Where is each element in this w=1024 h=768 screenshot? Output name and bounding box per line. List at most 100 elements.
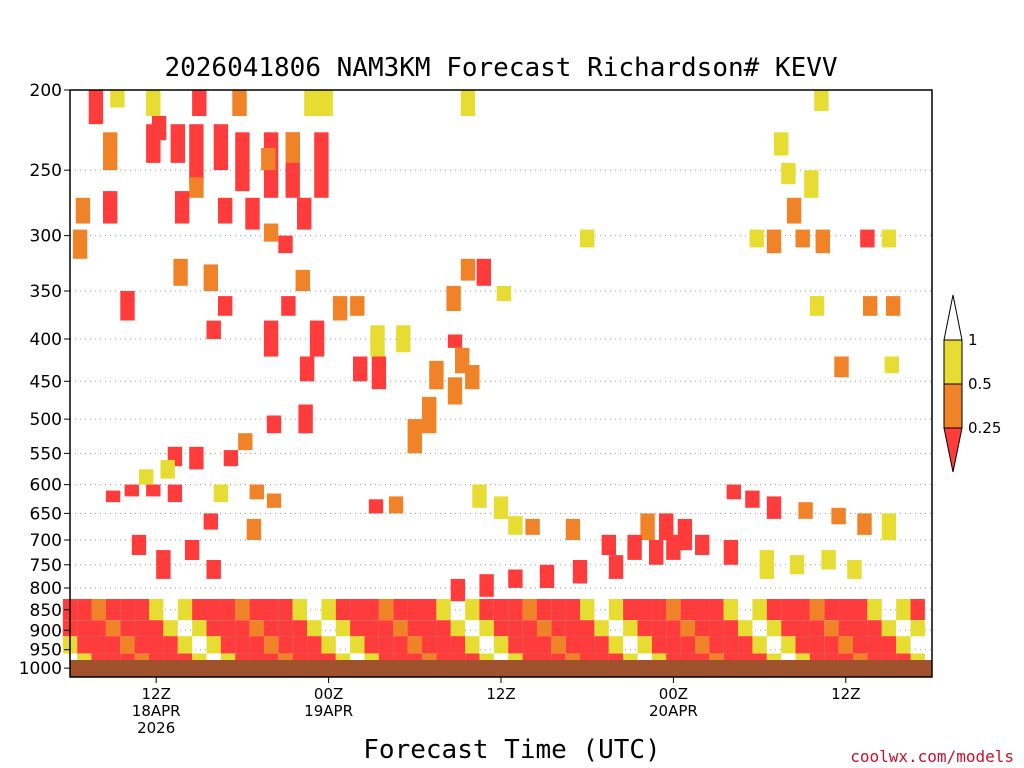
ri-cell-orange	[460, 258, 476, 281]
ri-cell-red	[695, 599, 710, 621]
ri-cell-yellow	[508, 516, 523, 535]
ri-cell-orange	[422, 396, 437, 434]
ri-cell-yellow	[896, 636, 911, 654]
ri-cell-red	[666, 534, 681, 560]
ri-cell-orange	[75, 197, 91, 224]
y-tick-label: 550	[30, 444, 62, 464]
ri-cell-yellow	[206, 636, 221, 654]
ri-cell-orange	[261, 147, 276, 171]
ri-cell-red	[206, 599, 221, 621]
ri-cell-red	[476, 258, 491, 286]
x-tick-label: 18APR	[132, 702, 181, 720]
ri-cell-red	[309, 320, 325, 357]
y-tick-label: 200	[30, 81, 62, 101]
ri-cell-red	[77, 599, 92, 621]
ri-cell-red	[580, 636, 595, 654]
ri-cell-red	[307, 636, 322, 654]
ri-cell-red	[218, 197, 233, 224]
ri-cell-red	[709, 599, 724, 621]
ri-cell-yellow	[472, 484, 487, 508]
ri-cell-red	[192, 599, 207, 621]
ri-cell-orange	[393, 620, 408, 637]
ri-cell-yellow	[335, 620, 351, 637]
plot-background	[70, 90, 932, 677]
ri-cell-yellow	[881, 620, 897, 637]
ri-cell-yellow	[814, 90, 829, 111]
ri-cell-yellow	[479, 620, 494, 637]
ri-cell-orange	[120, 636, 135, 654]
ri-cell-orange	[666, 599, 681, 621]
ri-cell-red	[781, 599, 796, 621]
ri-cell-red	[651, 599, 667, 621]
ri-cell-red	[105, 636, 121, 654]
ri-cell-yellow	[465, 599, 480, 621]
ri-cell-red	[479, 574, 494, 597]
ri-cell-red	[170, 124, 185, 163]
ri-cell-red	[189, 124, 204, 185]
ri-cell-red	[709, 636, 724, 654]
y-axis: 200 250 300 350 400 450 500 550 600 650 700 750 8008…	[19, 81, 70, 679]
ri-cell-red	[167, 484, 183, 503]
ri-cell-red	[203, 513, 218, 530]
ri-cell-red	[297, 197, 312, 230]
ri-cell-red	[572, 560, 588, 584]
ri-cell-red	[695, 620, 710, 637]
ri-cell-yellow	[318, 90, 333, 116]
ri-cell-yellow	[781, 636, 796, 654]
y-tick-label: 500	[30, 410, 62, 430]
ri-cell-red	[350, 599, 365, 621]
ri-cell-red	[263, 620, 279, 637]
ri-cell-red	[680, 599, 695, 621]
legend-swatch-mid	[943, 339, 963, 385]
ri-cell-red	[422, 599, 437, 621]
legend-swatch-high	[943, 294, 963, 341]
ri-cell-red	[249, 636, 264, 654]
ri-cell-red	[709, 620, 724, 637]
ri-cell-orange	[266, 493, 282, 508]
ri-cell-red	[371, 356, 387, 390]
ri-cell-red	[156, 550, 171, 579]
ri-cell-red	[450, 636, 466, 654]
ri-cell-red	[314, 132, 329, 198]
ri-cell-red	[407, 599, 422, 621]
x-tick-label: 12Z	[142, 685, 171, 703]
ri-cell-orange	[295, 269, 310, 291]
ri-cell-red	[278, 636, 293, 654]
ri-cell-red	[910, 599, 925, 621]
ri-cell-yellow	[321, 636, 336, 654]
ri-cell-red	[174, 191, 190, 224]
ri-cell-yellow	[821, 550, 836, 570]
ri-cell-red	[407, 620, 422, 637]
ri-cell-red	[120, 291, 135, 321]
ri-cell-red	[206, 560, 221, 579]
ri-cell-red	[364, 620, 379, 637]
ri-cell-orange	[795, 229, 810, 248]
ri-cell-yellow	[149, 599, 164, 621]
ri-cell-yellow	[493, 496, 509, 519]
ri-cell-orange	[886, 296, 901, 316]
x-tick-label: 00Z	[314, 685, 343, 703]
ri-cell-red	[103, 191, 118, 224]
ri-cell-red	[146, 124, 161, 163]
ri-cell-yellow	[896, 599, 911, 621]
ri-cell-yellow	[804, 170, 819, 198]
legend-label: 0.25	[968, 419, 1001, 437]
ri-cell-red	[266, 415, 282, 434]
ri-cell-yellow	[496, 285, 512, 302]
ri-cell-red	[838, 620, 853, 637]
ri-cell-red	[364, 636, 379, 654]
ri-cell-orange	[446, 285, 461, 311]
ri-cell-red	[565, 620, 581, 637]
ri-cell-red	[649, 540, 664, 565]
ri-cell-yellow	[623, 620, 638, 637]
ri-cell-orange	[824, 620, 839, 637]
legend-swatch-lowest	[943, 427, 963, 473]
y-tick-label: 400	[30, 330, 62, 350]
ri-cell-red	[795, 636, 810, 654]
ri-cell-red	[723, 636, 739, 654]
ri-cell-red	[536, 599, 552, 621]
ri-cell-red	[651, 636, 667, 654]
ri-cell-yellow	[580, 229, 595, 248]
ri-cell-yellow	[192, 620, 207, 637]
ri-cell-red	[281, 296, 296, 316]
